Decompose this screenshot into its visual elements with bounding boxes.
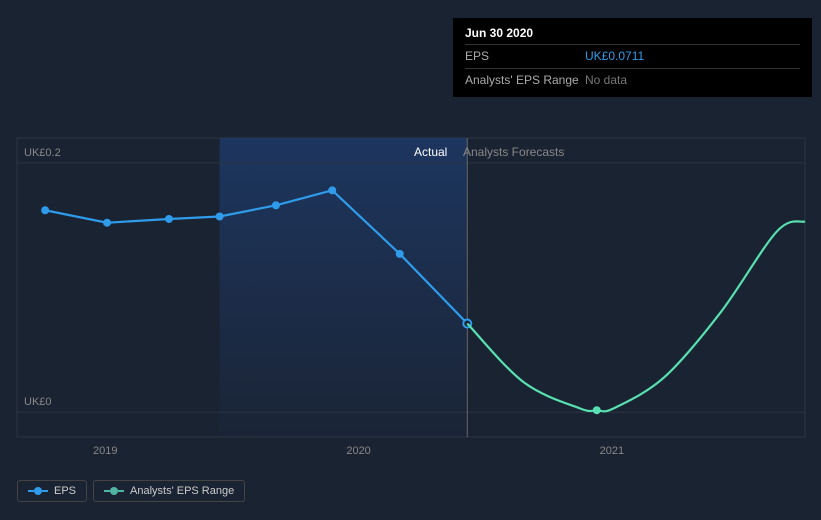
tooltip-eps-value: UK£0.0711: [585, 49, 644, 63]
tooltip-date: Jun 30 2020: [465, 26, 800, 45]
y-axis-label: UK£0.2: [24, 147, 61, 159]
legend: EPS Analysts' EPS Range: [17, 480, 245, 502]
tooltip-range-label: Analysts' EPS Range: [465, 73, 585, 87]
region-label-actual: Actual: [414, 145, 447, 159]
tooltip-range-value: No data: [585, 73, 627, 87]
x-axis-label: 2019: [93, 445, 117, 457]
legend-item-eps[interactable]: EPS: [17, 480, 87, 502]
x-axis-label: 2021: [600, 445, 624, 457]
legend-swatch-range: [104, 487, 124, 495]
legend-item-range[interactable]: Analysts' EPS Range: [93, 480, 245, 502]
x-axis-label: 2020: [346, 445, 370, 457]
legend-label-range: Analysts' EPS Range: [130, 485, 234, 497]
legend-swatch-eps: [28, 487, 48, 495]
region-label-forecast: Analysts Forecasts: [463, 145, 564, 159]
y-axis-label: UK£0: [24, 396, 52, 408]
legend-label-eps: EPS: [54, 485, 76, 497]
tooltip-eps-label: EPS: [465, 49, 585, 63]
hover-tooltip: Jun 30 2020 EPS UK£0.0711 Analysts' EPS …: [453, 18, 812, 97]
